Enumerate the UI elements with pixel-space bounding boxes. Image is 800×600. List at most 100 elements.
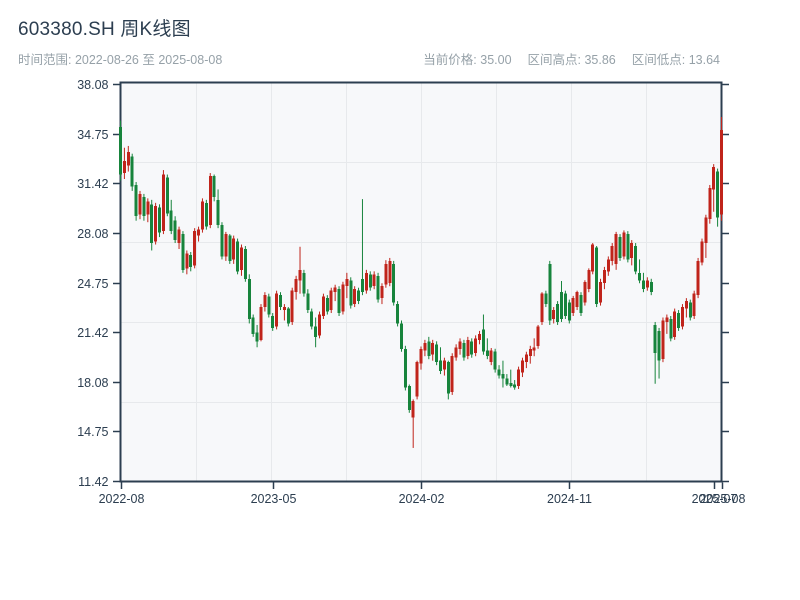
x-tick-label: 2025-08 <box>700 492 746 506</box>
candle <box>700 238 704 266</box>
candle <box>415 360 419 400</box>
candle <box>200 198 204 233</box>
candle <box>696 257 700 299</box>
candle <box>684 298 688 318</box>
candle <box>298 246 302 294</box>
candle <box>466 336 470 360</box>
candle <box>122 147 126 180</box>
candle <box>154 202 158 245</box>
candle <box>165 174 169 217</box>
axis-spines <box>119 81 723 483</box>
candle <box>208 173 212 229</box>
candle <box>345 272 349 299</box>
candle <box>720 117 723 221</box>
candle <box>130 153 134 191</box>
candle <box>481 314 485 355</box>
candle <box>368 271 372 291</box>
candle <box>454 344 458 361</box>
candle <box>532 338 536 357</box>
candle <box>509 369 513 388</box>
candle <box>618 234 622 261</box>
candle <box>364 269 368 294</box>
candle <box>337 286 341 317</box>
candle <box>458 338 462 355</box>
candle <box>587 268 591 293</box>
candle <box>661 317 665 363</box>
candle <box>567 299 571 324</box>
candle <box>286 307 290 327</box>
candle <box>450 353 454 395</box>
candle <box>181 231 185 273</box>
candle <box>329 287 333 314</box>
candle <box>470 338 474 358</box>
y-axis: 38.08 34.75 31.42 28.08 24.75 21.42 18.08 14.75… <box>77 78 729 489</box>
x-axis: 2022-08 2023-05 2024-02 2024-11 2025-072025-… <box>99 482 746 506</box>
candle <box>602 266 606 290</box>
candle <box>556 301 560 325</box>
candle <box>318 311 322 339</box>
candle <box>306 289 310 314</box>
candle <box>271 313 275 331</box>
x-tick-label: 2024-11 <box>547 492 592 506</box>
candles-layer <box>119 117 723 448</box>
candle <box>396 301 400 327</box>
candle <box>294 275 298 300</box>
y-tick-label: 14.75 <box>77 425 108 439</box>
candle <box>579 292 583 317</box>
candle <box>173 216 177 244</box>
candle <box>321 293 325 319</box>
candle <box>653 321 657 384</box>
candle <box>185 250 189 275</box>
y-tick-label: 34.75 <box>77 128 108 142</box>
candle <box>189 251 193 272</box>
candle <box>302 269 306 297</box>
candle <box>411 399 415 448</box>
candle <box>505 374 509 386</box>
candle <box>493 348 497 373</box>
candle <box>548 260 552 325</box>
candle <box>220 222 224 260</box>
candle <box>645 277 649 291</box>
candle <box>325 295 329 315</box>
candle <box>372 271 376 290</box>
candle <box>419 346 423 370</box>
candle <box>228 234 232 264</box>
candle <box>583 280 587 306</box>
candle <box>536 324 540 349</box>
candle <box>388 257 392 287</box>
candle <box>540 292 544 325</box>
candle <box>688 299 692 321</box>
candle <box>610 243 614 266</box>
candle <box>267 293 271 318</box>
candle <box>606 256 610 276</box>
candle <box>478 330 482 345</box>
candle <box>622 230 626 260</box>
candle <box>380 283 384 305</box>
candle <box>407 384 411 413</box>
candle <box>665 314 669 334</box>
candle <box>559 281 563 322</box>
candle <box>247 274 251 324</box>
candle <box>630 240 634 266</box>
candle <box>236 238 240 275</box>
candle <box>399 320 403 352</box>
candle <box>427 336 431 360</box>
candle <box>599 278 603 306</box>
candle <box>263 292 267 312</box>
candle <box>528 345 532 364</box>
candle <box>314 317 318 348</box>
candle <box>423 339 427 357</box>
candle <box>435 341 439 366</box>
candle <box>376 272 380 303</box>
current-price-stat: 当前价格: 35.00 <box>423 53 512 67</box>
y-tick-label: 28.08 <box>77 227 108 241</box>
candle <box>575 290 579 311</box>
candle <box>204 199 208 230</box>
candle <box>692 290 696 319</box>
y-tick-label: 24.75 <box>77 277 108 291</box>
candle <box>384 260 388 288</box>
candle <box>673 308 677 340</box>
candle <box>177 226 181 249</box>
range-high-stat: 区间高点: 35.86 <box>527 53 616 67</box>
